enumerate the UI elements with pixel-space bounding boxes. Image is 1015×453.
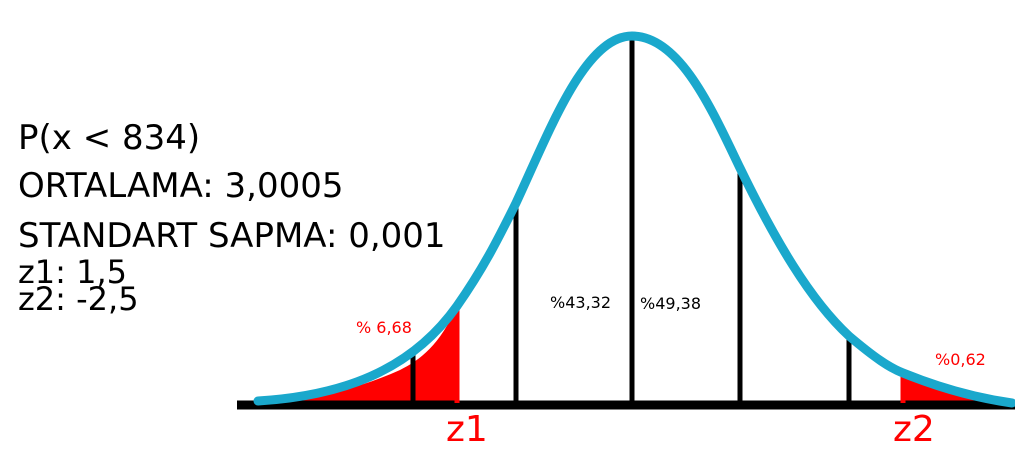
z2-axis-label: z2 — [893, 409, 935, 449]
bell-curve — [253, 31, 1015, 408]
center-left-label: %43,32 — [550, 293, 611, 312]
z2-text: z2: -2,5 — [18, 280, 139, 318]
right-tail-shade — [903, 374, 1000, 403]
right-tail-label: %0,62 — [935, 350, 986, 369]
left-tail-label: % 6,68 — [356, 318, 412, 337]
std-text: STANDART SAPMA: 0,001 — [18, 216, 446, 256]
mean-text: ORTALAMA: 3,0005 — [18, 166, 344, 206]
probability-text: P(x < 834) — [18, 118, 201, 158]
z1-text: z1: 1,5 — [18, 253, 127, 291]
left-tail-shade — [262, 306, 457, 403]
z1-axis-label: z1 — [446, 409, 488, 449]
center-right-label: %49,38 — [640, 294, 701, 313]
